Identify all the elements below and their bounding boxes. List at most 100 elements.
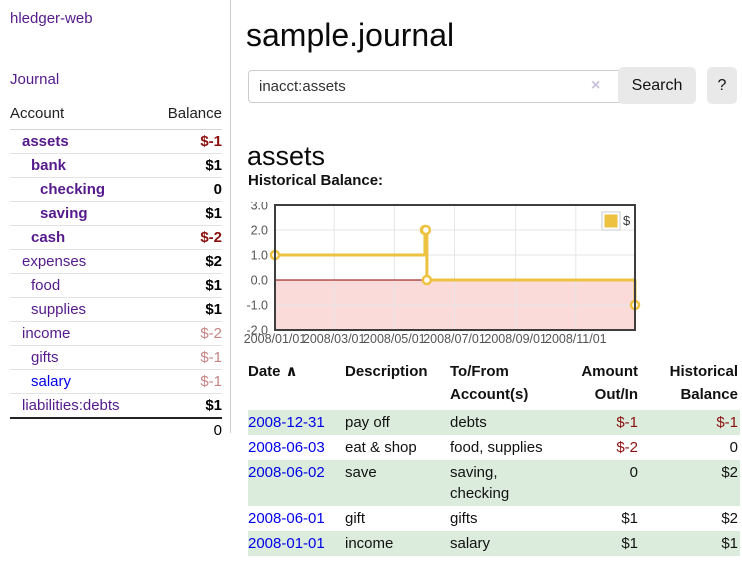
transactions-register: Date ∧ Description To/From Account(s) Amount O…	[248, 358, 740, 556]
transaction-description: eat & shop	[345, 439, 417, 456]
transaction-date-link[interactable]: 2008-12-31	[248, 414, 325, 431]
account-link-food[interactable]: food	[31, 277, 61, 294]
account-link-income[interactable]: income	[22, 325, 71, 342]
account-link-checking[interactable]: checking	[40, 181, 106, 198]
column-header: Description	[345, 363, 428, 380]
transaction-row: 2008-12-31 pay off debts $-1 $-1	[248, 410, 740, 435]
account-balance: $1	[151, 201, 222, 226]
account-link-saving[interactable]: saving	[40, 205, 88, 222]
account-link-supplies[interactable]: supplies	[31, 301, 87, 318]
search-input[interactable]	[248, 70, 636, 103]
clear-search-icon[interactable]: ×	[591, 77, 601, 94]
transaction-description: pay off	[345, 414, 390, 431]
transaction-date-link[interactable]: 2008-01-01	[248, 535, 325, 552]
account-balance: $-2	[151, 321, 222, 346]
account-balance: 0	[151, 177, 222, 202]
transaction-balance: 0	[729, 439, 738, 456]
page-title: sample.journal	[246, 17, 455, 54]
sidebar-item-journal[interactable]: Journal	[10, 71, 60, 88]
y-axis-tick-label: 1.0	[251, 249, 268, 263]
account-row: gifts $-1	[10, 345, 222, 370]
column-header[interactable]: Date	[248, 363, 281, 380]
transaction-row: 2008-06-02 save saving, checking 0 $2	[248, 460, 740, 506]
y-axis-tick-label: -1.0	[246, 299, 268, 313]
account-link-liabilities-debts[interactable]: liabilities:debts	[22, 397, 120, 414]
txn-header-row: Date ∧ Description To/From Account(s) Amount O…	[248, 358, 740, 410]
transaction-date-link[interactable]: 2008-06-02	[248, 464, 325, 481]
column-header-line2: Account(s)	[450, 386, 529, 403]
account-link-expenses[interactable]: expenses	[22, 253, 87, 270]
account-balance: $2	[151, 249, 222, 274]
sort-ascending-icon[interactable]: ∧	[285, 363, 298, 380]
transaction-amount: $1	[621, 535, 638, 552]
account-row: supplies $1	[10, 297, 222, 322]
transaction-row: 2008-06-01 gift gifts $1 $2	[248, 506, 740, 531]
transaction-date-link[interactable]: 2008-06-03	[248, 439, 325, 456]
account-balance: $1	[151, 297, 222, 322]
account-link-gifts[interactable]: gifts	[31, 349, 59, 366]
transaction-description: gift	[345, 510, 366, 527]
account-balance: $-1	[151, 345, 222, 370]
transaction-description: save	[345, 464, 377, 481]
chart-border	[274, 204, 636, 331]
transaction-date-link[interactable]: 2008-06-01	[248, 510, 325, 527]
transaction-accounts: debts	[450, 414, 487, 431]
account-row: expenses $2	[10, 249, 222, 274]
column-header-line2: Out/In	[594, 386, 638, 403]
y-axis-tick-label: -2.0	[246, 324, 268, 338]
transaction-accounts: saving, checking	[450, 464, 510, 502]
transaction-amount: 0	[629, 464, 638, 481]
column-header-line2: Balance	[680, 386, 738, 403]
help-button[interactable]: ?	[707, 67, 737, 104]
account-link-bank[interactable]: bank	[31, 157, 67, 174]
y-axis-tick-label: 3.0	[251, 202, 268, 213]
transaction-balance: $1	[721, 535, 738, 552]
accounts-table-body: assets $-1 bank $1 checking 0 saving $1 cash $-2 e…	[10, 130, 222, 418]
transaction-amount: $-1	[616, 414, 638, 431]
account-row: food $1	[10, 273, 222, 298]
app-title-link[interactable]: hledger-web	[10, 10, 93, 27]
column-header: To/From	[450, 363, 509, 380]
account-balance: $1	[151, 153, 222, 178]
account-row: saving $1	[10, 201, 222, 226]
transaction-row: 2008-01-01 income salary $1 $1	[248, 531, 740, 556]
y-axis-tick-label: 2.0	[251, 224, 268, 238]
transaction-accounts: salary	[450, 535, 491, 552]
chart-legend-label: $	[623, 213, 631, 228]
x-axis-tick-label: 2008/11/01	[545, 332, 607, 346]
column-header: Historical	[669, 363, 738, 380]
search-button[interactable]: Search	[618, 67, 696, 104]
account-link-cash[interactable]: cash	[31, 229, 66, 246]
transaction-accounts: gifts	[450, 510, 478, 527]
account-balance: $-1	[151, 369, 222, 394]
y-axis-tick-label: 0.0	[251, 274, 268, 288]
transaction-balance: $2	[721, 510, 738, 527]
accounts-header-row: Account Balance	[10, 101, 222, 130]
transaction-amount: $1	[621, 510, 638, 527]
account-row: income $-2	[10, 321, 222, 346]
account-row: salary $-1	[10, 369, 222, 394]
balance-column-header: Balance	[151, 101, 222, 130]
account-link-salary[interactable]: salary	[31, 373, 72, 390]
chart-point	[420, 224, 432, 236]
transaction-balance: $2	[721, 464, 738, 481]
transaction-amount: $-2	[616, 439, 638, 456]
chart-point	[421, 274, 433, 286]
chart-label: Historical Balance:	[248, 172, 384, 189]
transaction-balance: $-1	[716, 414, 738, 431]
account-heading: assets	[247, 141, 326, 172]
account-row: checking 0	[10, 177, 222, 202]
accounts-column-header: Account	[10, 101, 152, 130]
account-link-assets[interactable]: assets	[22, 133, 69, 150]
chart-legend-swatch	[604, 214, 618, 228]
account-row: assets $-1	[10, 130, 222, 154]
transaction-row: 2008-06-03 eat & shop food, supplies $-2 0	[248, 435, 740, 460]
x-axis-tick-label: 2008/03/01	[303, 332, 366, 346]
balance-chart: 3.0 2.0 1.0 0.0 -1.0 -2.02008/01/012008/03/01…	[244, 202, 641, 346]
sidebar-divider	[230, 0, 231, 433]
x-axis-tick-label: 2008/05/01	[363, 332, 426, 346]
x-axis-tick-label: 2008/07/01	[423, 332, 486, 346]
account-row: bank $1	[10, 153, 222, 178]
account-balance: $1	[151, 393, 222, 418]
account-row: liabilities:debts $1	[10, 393, 222, 418]
